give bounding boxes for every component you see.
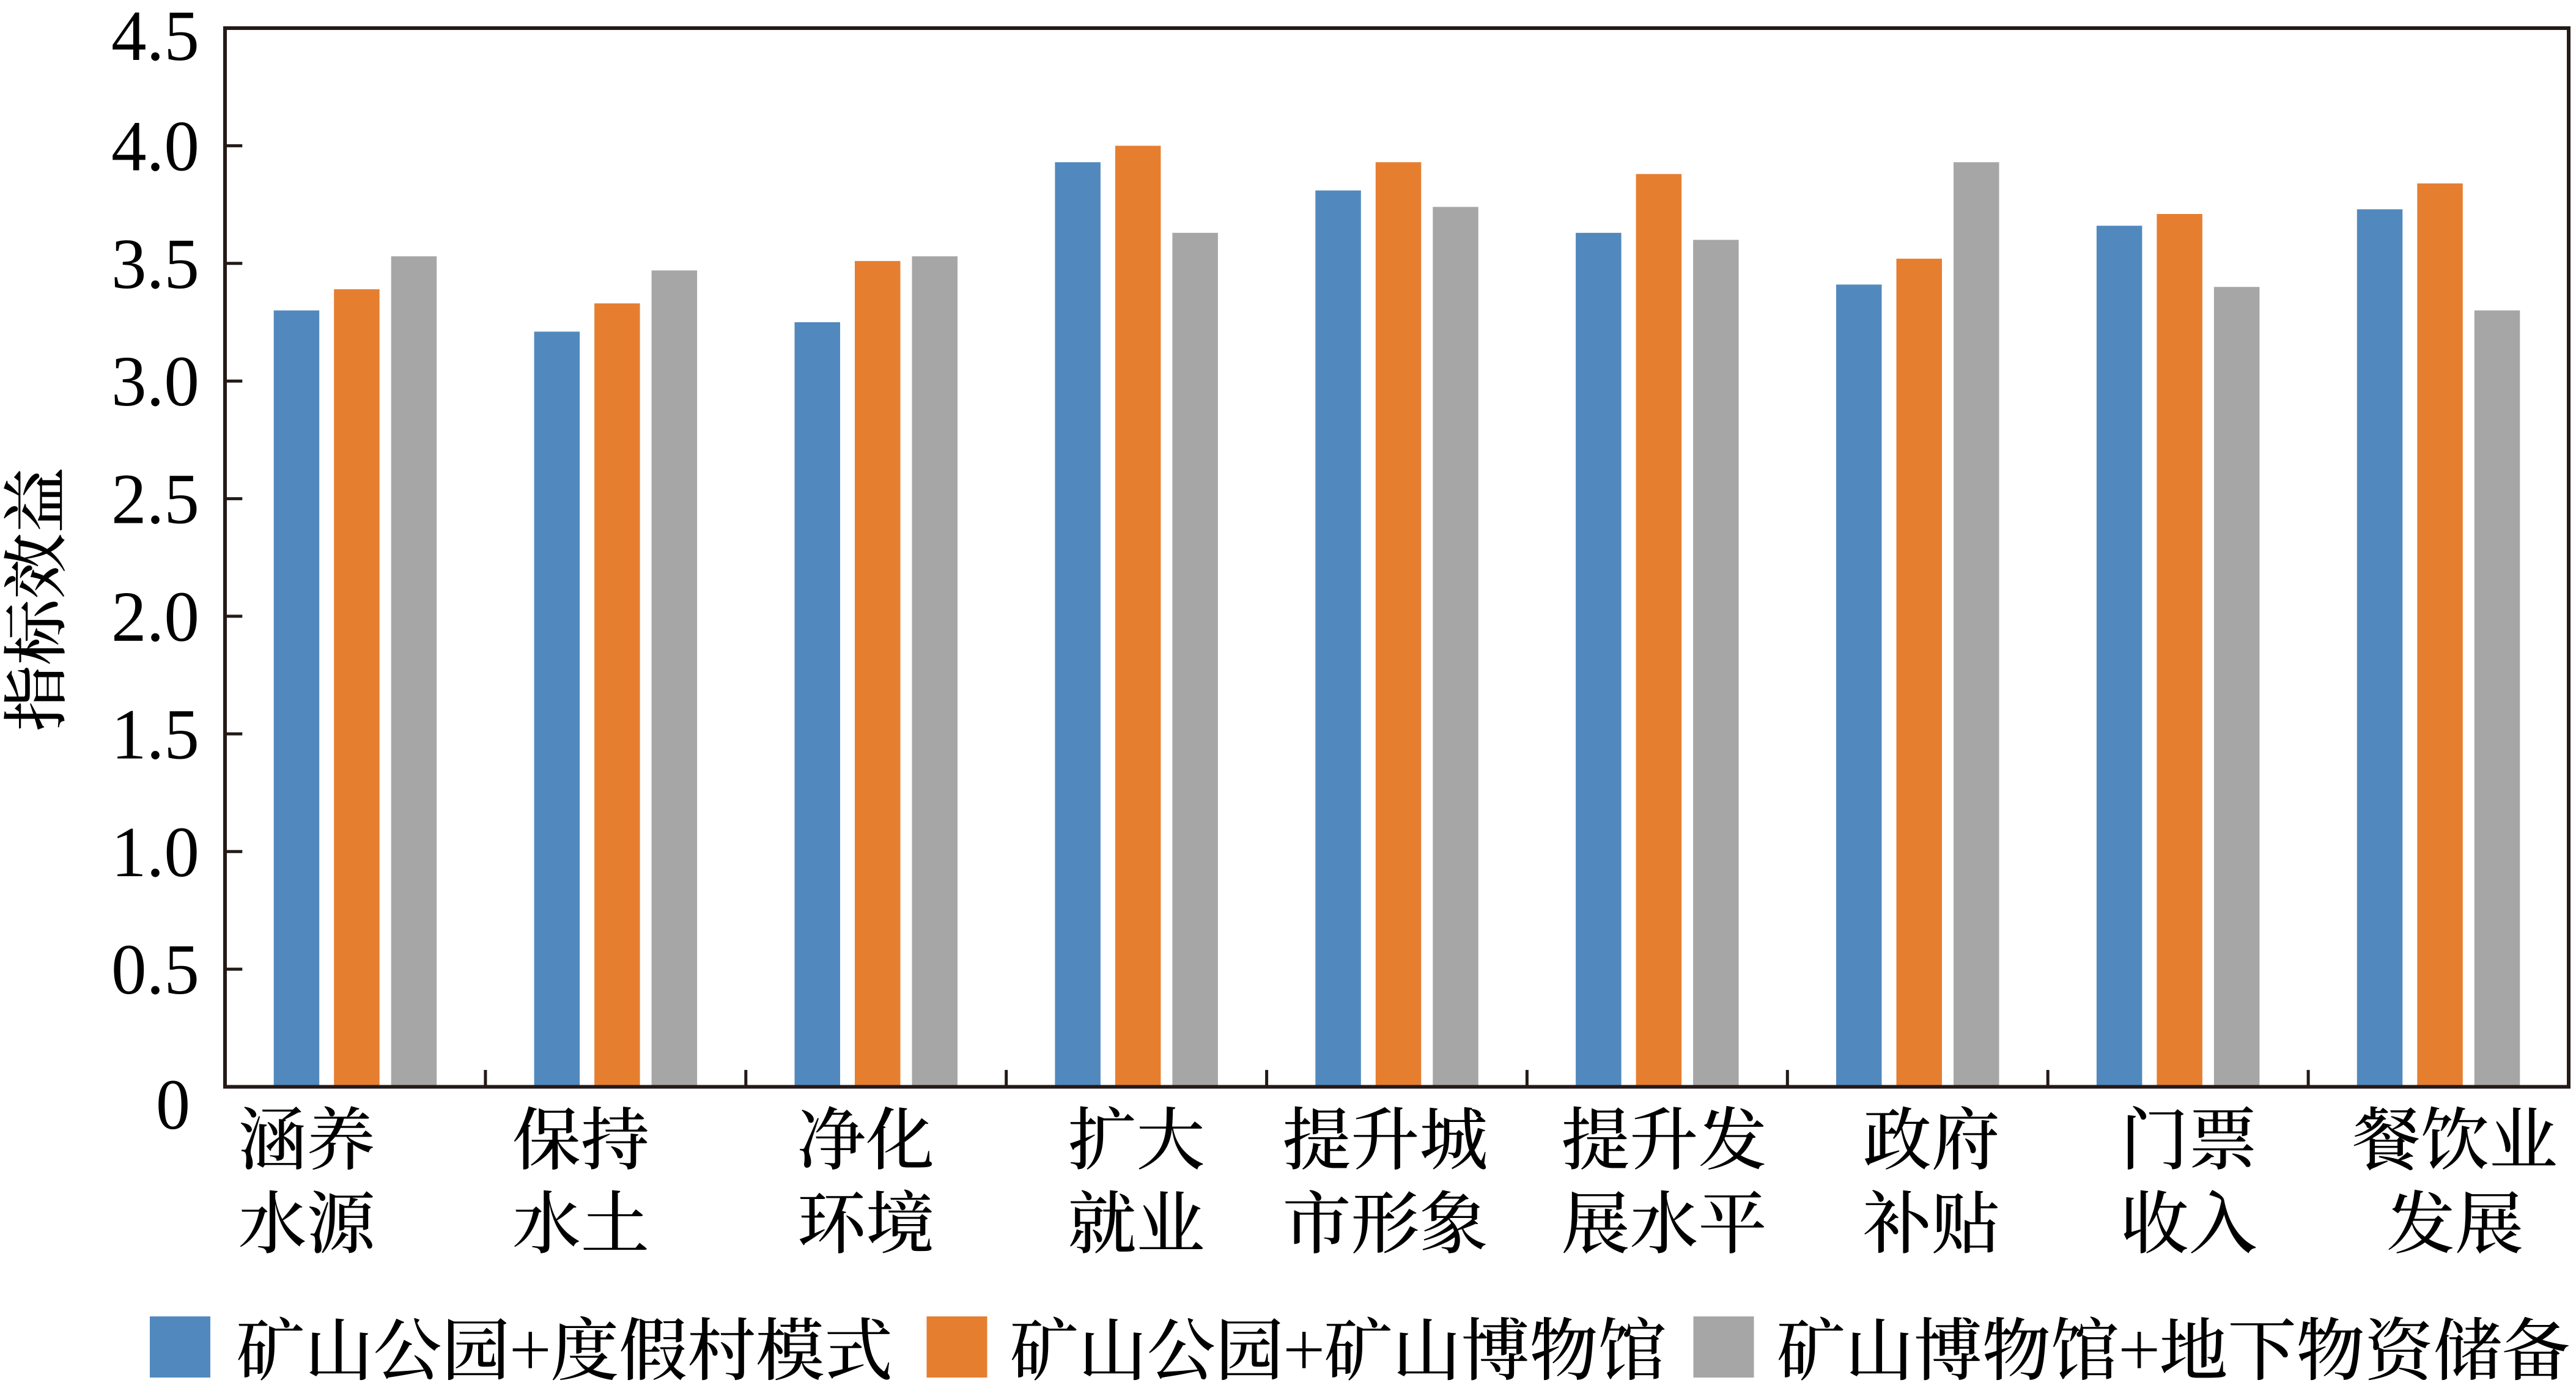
svg-text:2.5: 2.5 [111,459,199,539]
svg-text:3.0: 3.0 [111,341,199,421]
svg-text:1.0: 1.0 [111,812,199,892]
svg-text:0.5: 0.5 [111,929,199,1009]
svg-text:1.5: 1.5 [111,694,199,774]
svg-text:2.0: 2.0 [111,577,199,657]
svg-text:0: 0 [156,1064,190,1145]
svg-text:3.5: 3.5 [111,224,199,304]
svg-text:4.5: 4.5 [111,0,199,76]
svg-text:4.0: 4.0 [111,106,199,186]
